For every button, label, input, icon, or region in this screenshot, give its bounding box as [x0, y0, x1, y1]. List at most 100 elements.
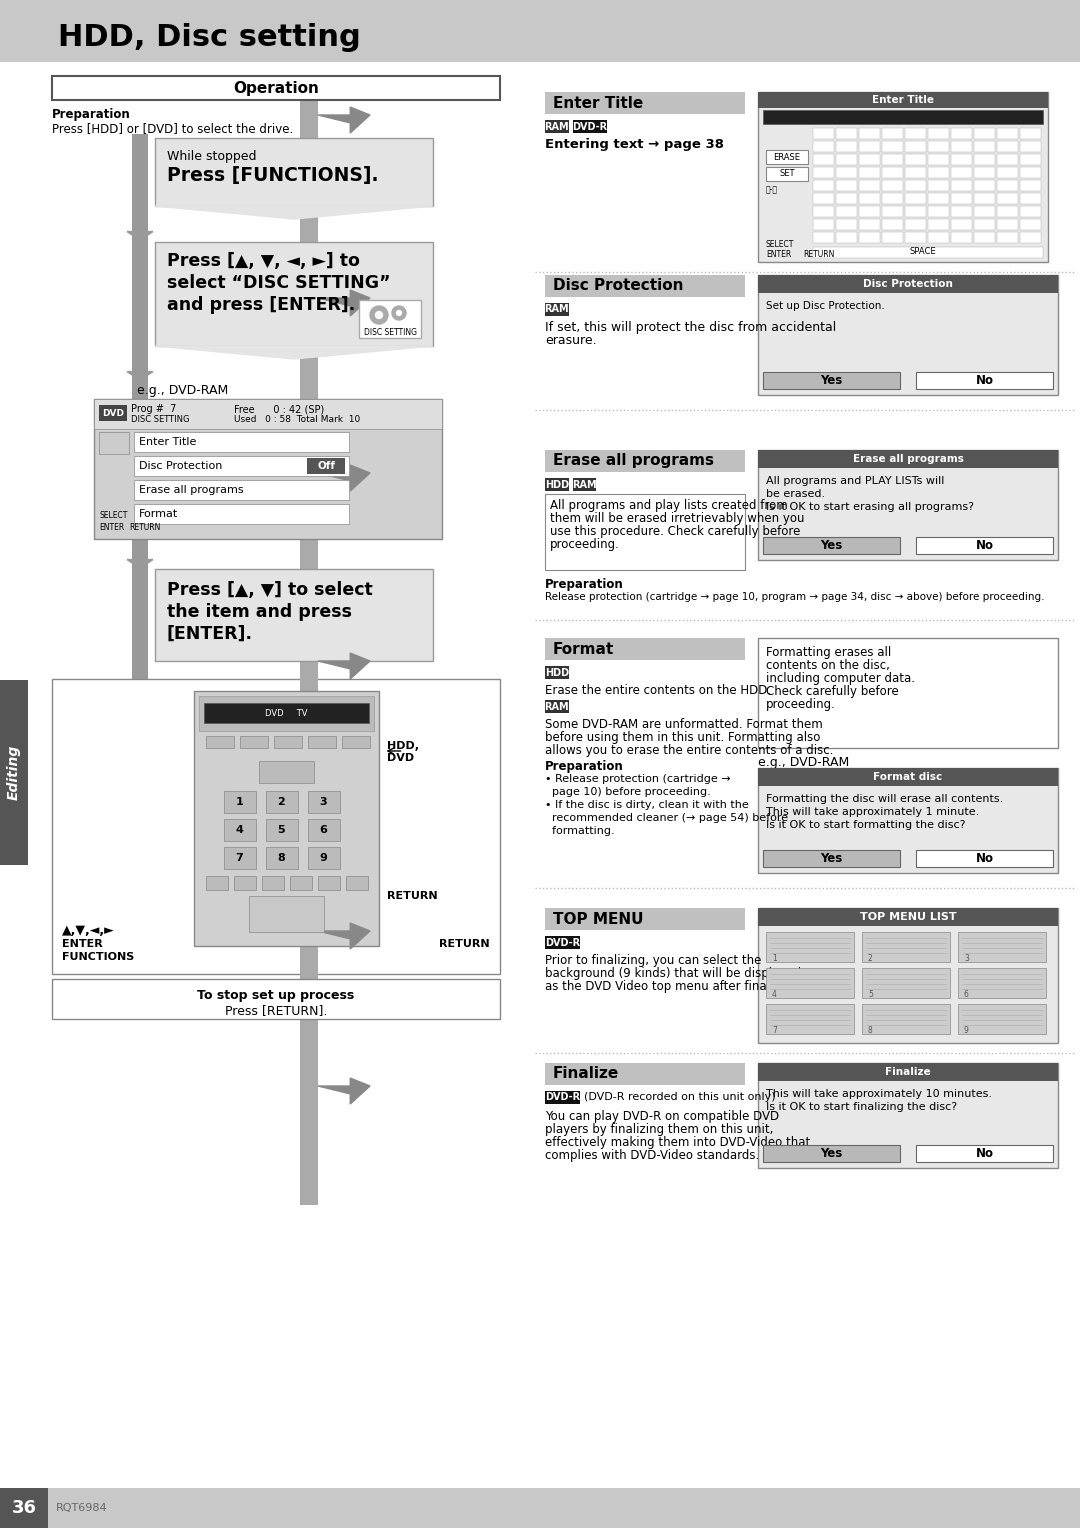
Bar	[52, 979, 500, 1019]
Text: Yes: Yes	[821, 374, 842, 387]
Text: recommended cleaner (→ page 54) before: recommended cleaner (→ page 54) before	[545, 813, 788, 824]
Bar	[762, 1144, 900, 1161]
Bar	[859, 232, 880, 243]
Bar	[762, 536, 900, 555]
Bar	[156, 568, 433, 662]
Bar	[545, 700, 568, 714]
Text: This will take approximately 1 minute.: This will take approximately 1 minute.	[766, 807, 980, 817]
Bar	[951, 206, 972, 217]
Text: Finalize: Finalize	[553, 1067, 619, 1082]
Bar	[859, 167, 880, 177]
Text: SPACE: SPACE	[909, 248, 936, 257]
Text: Erase the entire contents on the HDD.: Erase the entire contents on the HDD.	[545, 685, 771, 697]
Text: Format: Format	[553, 642, 615, 657]
Text: Check carefully before: Check carefully before	[766, 685, 899, 698]
Text: Yes: Yes	[821, 853, 842, 865]
Bar	[258, 761, 313, 782]
Text: DVD: DVD	[102, 408, 124, 417]
Text: 4: 4	[772, 990, 777, 999]
Polygon shape	[318, 465, 370, 490]
Bar	[758, 1063, 1058, 1080]
Bar	[545, 121, 568, 133]
Text: Press [▲, ▼, ◄, ►] to: Press [▲, ▼, ◄, ►] to	[167, 252, 360, 270]
Text: Preparation: Preparation	[545, 759, 624, 773]
Circle shape	[370, 306, 388, 324]
Bar	[882, 167, 903, 177]
Text: page 10) before proceeding.: page 10) before proceeding.	[545, 787, 711, 798]
Bar	[99, 432, 129, 454]
Bar	[758, 275, 1058, 293]
Bar	[273, 736, 301, 749]
Bar	[99, 405, 127, 422]
Bar	[905, 167, 926, 177]
Text: 7: 7	[772, 1025, 777, 1034]
Text: select “DISC SETTING”: select “DISC SETTING”	[167, 274, 391, 292]
Polygon shape	[318, 107, 370, 133]
Bar	[132, 134, 148, 784]
Bar	[813, 232, 834, 243]
Bar	[758, 92, 1048, 261]
Bar	[1020, 232, 1041, 243]
Bar	[916, 371, 1053, 390]
Text: Disc Protection: Disc Protection	[553, 278, 684, 293]
Bar	[859, 206, 880, 217]
Text: e.g., DVD-RAM: e.g., DVD-RAM	[758, 756, 849, 769]
Bar	[997, 219, 1018, 231]
Text: RAM: RAM	[544, 304, 569, 315]
Bar	[0, 1488, 48, 1528]
Text: • If the disc is dirty, clean it with the: • If the disc is dirty, clean it with th…	[545, 801, 748, 810]
Text: proceeding.: proceeding.	[766, 698, 836, 711]
Bar	[545, 908, 745, 931]
Bar	[203, 703, 368, 723]
Text: Yes: Yes	[821, 539, 842, 552]
Text: ▲,▼,◄,►: ▲,▼,◄,►	[62, 924, 114, 937]
Circle shape	[396, 310, 402, 315]
Text: Erase all programs: Erase all programs	[553, 454, 714, 469]
Text: ⓪-Ⓘ: ⓪-Ⓘ	[766, 185, 778, 194]
Text: them will be erased irretrievably when you: them will be erased irretrievably when y…	[550, 512, 805, 526]
Bar	[766, 969, 854, 998]
Polygon shape	[318, 290, 370, 316]
Bar	[905, 193, 926, 205]
Bar	[997, 180, 1018, 191]
Bar	[758, 1063, 1058, 1167]
Text: Preparation: Preparation	[52, 108, 131, 121]
Bar	[916, 850, 1053, 866]
Bar	[52, 678, 500, 973]
Bar	[156, 138, 433, 206]
Text: including computer data.: including computer data.	[766, 672, 915, 685]
Text: 6: 6	[320, 825, 327, 834]
Bar	[905, 128, 926, 139]
Text: 3: 3	[964, 953, 969, 963]
Text: Operation: Operation	[233, 81, 319, 95]
Bar	[813, 154, 834, 165]
Text: TOP MENU: TOP MENU	[553, 912, 644, 926]
Bar	[289, 876, 311, 889]
Bar	[758, 275, 1058, 396]
Bar	[156, 241, 433, 345]
Bar	[813, 193, 834, 205]
Bar	[836, 206, 858, 217]
Bar	[951, 193, 972, 205]
Bar	[308, 736, 336, 749]
Text: Prior to finalizing, you can select the: Prior to finalizing, you can select the	[545, 953, 761, 967]
Circle shape	[392, 306, 406, 319]
Bar	[1020, 141, 1041, 151]
Bar	[134, 480, 349, 500]
Bar	[307, 458, 345, 474]
Bar	[974, 180, 995, 191]
Bar	[266, 819, 297, 840]
Text: 8: 8	[868, 1025, 873, 1034]
Text: formatting.: formatting.	[545, 827, 615, 836]
Text: RETURN: RETURN	[804, 251, 835, 260]
Bar	[997, 141, 1018, 151]
Text: Press [RETURN].: Press [RETURN].	[225, 1004, 327, 1018]
Text: Preparation: Preparation	[545, 578, 624, 591]
Bar	[52, 76, 500, 99]
Bar	[928, 232, 949, 243]
Bar	[905, 180, 926, 191]
Text: RQT6984: RQT6984	[56, 1504, 108, 1513]
Bar	[859, 128, 880, 139]
Bar	[997, 206, 1018, 217]
Bar	[997, 128, 1018, 139]
